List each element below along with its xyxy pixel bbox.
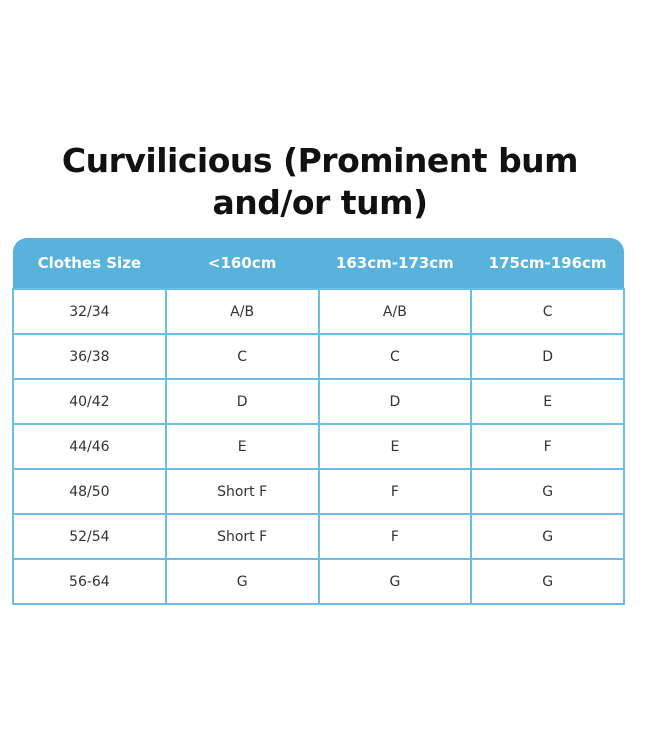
table-cell: 44/46	[12, 423, 167, 470]
column-header: 175cm-196cm	[471, 238, 624, 289]
table-cell: C	[317, 333, 473, 380]
table-cell: F	[317, 468, 473, 515]
table-cell: F	[317, 513, 473, 560]
table-cell: Short F	[164, 468, 320, 515]
table-cell: C	[470, 288, 625, 335]
table-row: 56-64 G G G	[12, 558, 625, 605]
table-row: 44/46 E E F	[12, 423, 625, 470]
table-row: 36/38 C C D	[12, 333, 625, 380]
table-cell: 32/34	[12, 288, 167, 335]
page-title: Curvilicious (Prominent bum and/or tum)	[61, 141, 579, 222]
table-row: 40/42 D D E	[12, 378, 625, 425]
table-cell: G	[470, 468, 625, 515]
table-cell: C	[164, 333, 320, 380]
table-cell: G	[317, 558, 473, 605]
table-cell: G	[470, 513, 625, 560]
column-header: 163cm-173cm	[318, 238, 472, 289]
table-cell: A/B	[317, 288, 473, 335]
column-header: <160cm	[165, 238, 319, 289]
table-cell: 48/50	[12, 468, 167, 515]
table-cell: F	[470, 423, 625, 470]
table-cell: 36/38	[12, 333, 167, 380]
table-cell: D	[164, 378, 320, 425]
table-cell: 40/42	[12, 378, 167, 425]
table-cell: D	[317, 378, 473, 425]
table-cell: E	[164, 423, 320, 470]
column-header: Clothes Size	[13, 238, 166, 289]
table-header-row: Clothes Size <160cm 163cm-173cm 175cm-196cm	[13, 238, 624, 289]
size-chart-table: Clothes Size <160cm 163cm-173cm 175cm-196cm…	[12, 238, 625, 605]
table-cell: 56-64	[12, 558, 167, 605]
table-cell: Short F	[164, 513, 320, 560]
table-cell: G	[470, 558, 625, 605]
table-cell: A/B	[164, 288, 320, 335]
table-cell: D	[470, 333, 625, 380]
table-cell: 52/54	[12, 513, 167, 560]
table-row: 32/34 A/B A/B C	[12, 288, 625, 335]
table-cell: G	[164, 558, 320, 605]
table-cell: E	[317, 423, 473, 470]
table-cell: E	[470, 378, 625, 425]
